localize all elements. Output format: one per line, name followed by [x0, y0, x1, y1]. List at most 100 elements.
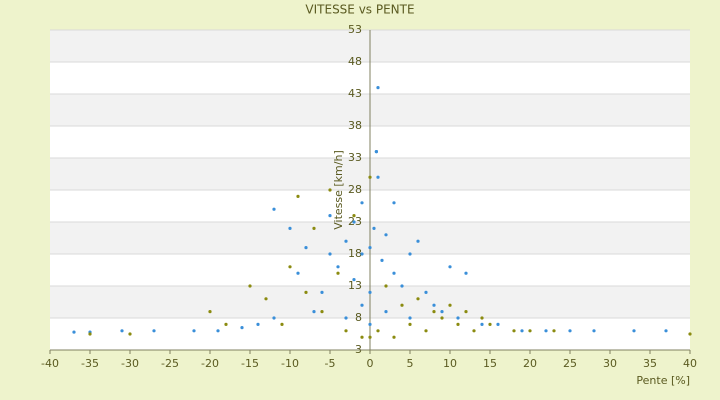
point — [256, 322, 260, 326]
point — [520, 329, 524, 333]
x-tick-label: 15 — [483, 357, 497, 370]
point — [360, 335, 364, 339]
point — [384, 284, 388, 288]
point — [352, 278, 356, 282]
point — [288, 265, 292, 269]
y-tick-label: 18 — [348, 247, 362, 260]
point — [280, 322, 284, 326]
y-axis-label: Vitesse [km/h] — [332, 150, 345, 230]
point — [408, 252, 412, 256]
point — [344, 239, 348, 243]
point — [552, 329, 556, 333]
point — [632, 329, 636, 333]
point — [72, 330, 76, 334]
y-tick-label: 38 — [348, 119, 362, 132]
x-tick-label: -40 — [41, 357, 59, 370]
x-tick-label: -5 — [325, 357, 336, 370]
x-tick-label: -25 — [161, 357, 179, 370]
point — [304, 246, 308, 250]
point — [304, 290, 308, 294]
point — [320, 290, 324, 294]
point — [448, 303, 452, 307]
point — [208, 310, 212, 314]
x-tick-label: 40 — [683, 357, 697, 370]
point — [372, 226, 376, 230]
point — [368, 175, 372, 179]
point — [432, 310, 436, 314]
point — [432, 303, 436, 307]
point — [416, 239, 420, 243]
x-tick-label: -30 — [121, 357, 139, 370]
point — [496, 322, 500, 326]
point — [120, 329, 124, 333]
y-tick-label: 28 — [348, 183, 362, 196]
point — [272, 207, 276, 211]
point — [312, 310, 316, 314]
point — [248, 284, 252, 288]
point — [352, 220, 356, 224]
point — [568, 329, 572, 333]
point — [312, 226, 316, 230]
point — [128, 332, 132, 336]
point — [88, 332, 92, 336]
point — [272, 316, 276, 320]
point — [408, 322, 412, 326]
point — [392, 271, 396, 275]
point — [416, 297, 420, 301]
point — [400, 284, 404, 288]
x-tick-label: -10 — [281, 357, 299, 370]
point — [480, 322, 484, 326]
point — [368, 322, 372, 326]
point — [376, 86, 380, 90]
point — [152, 329, 156, 333]
x-axis-label: Pente [%] — [636, 374, 690, 387]
point — [440, 310, 444, 314]
point — [368, 335, 372, 339]
point — [424, 329, 428, 333]
point — [456, 322, 460, 326]
point — [380, 258, 384, 262]
point — [392, 201, 396, 205]
point — [424, 290, 428, 294]
x-tick-label: 35 — [643, 357, 657, 370]
point — [368, 290, 372, 294]
point — [296, 271, 300, 275]
point — [320, 310, 324, 314]
point — [264, 297, 268, 301]
point — [368, 246, 372, 250]
point — [448, 265, 452, 269]
point — [344, 316, 348, 320]
point — [360, 201, 364, 205]
point — [384, 233, 388, 237]
point — [528, 329, 532, 333]
point — [664, 329, 668, 333]
chart-title: VITESSE vs PENTE — [305, 3, 414, 17]
point — [360, 303, 364, 307]
point — [464, 310, 468, 314]
point — [360, 252, 364, 256]
point — [296, 194, 300, 198]
y-tick-label: 33 — [348, 151, 362, 164]
point — [374, 150, 378, 154]
x-tick-label: 25 — [563, 357, 577, 370]
x-tick-label: -35 — [81, 357, 99, 370]
point — [440, 316, 444, 320]
point — [480, 316, 484, 320]
x-tick-label: 5 — [407, 357, 414, 370]
point — [352, 214, 356, 218]
x-tick-label: 20 — [523, 357, 537, 370]
point — [392, 335, 396, 339]
point — [216, 329, 220, 333]
x-tick-label: 0 — [367, 357, 374, 370]
point — [328, 214, 332, 218]
point — [224, 322, 228, 326]
y-tick-label: 53 — [348, 23, 362, 36]
x-tick-label: -15 — [241, 357, 259, 370]
point — [688, 332, 692, 336]
point — [376, 175, 380, 179]
x-tick-label: -20 — [201, 357, 219, 370]
point — [328, 188, 332, 192]
point — [376, 329, 380, 333]
y-tick-label: 13 — [348, 279, 362, 292]
